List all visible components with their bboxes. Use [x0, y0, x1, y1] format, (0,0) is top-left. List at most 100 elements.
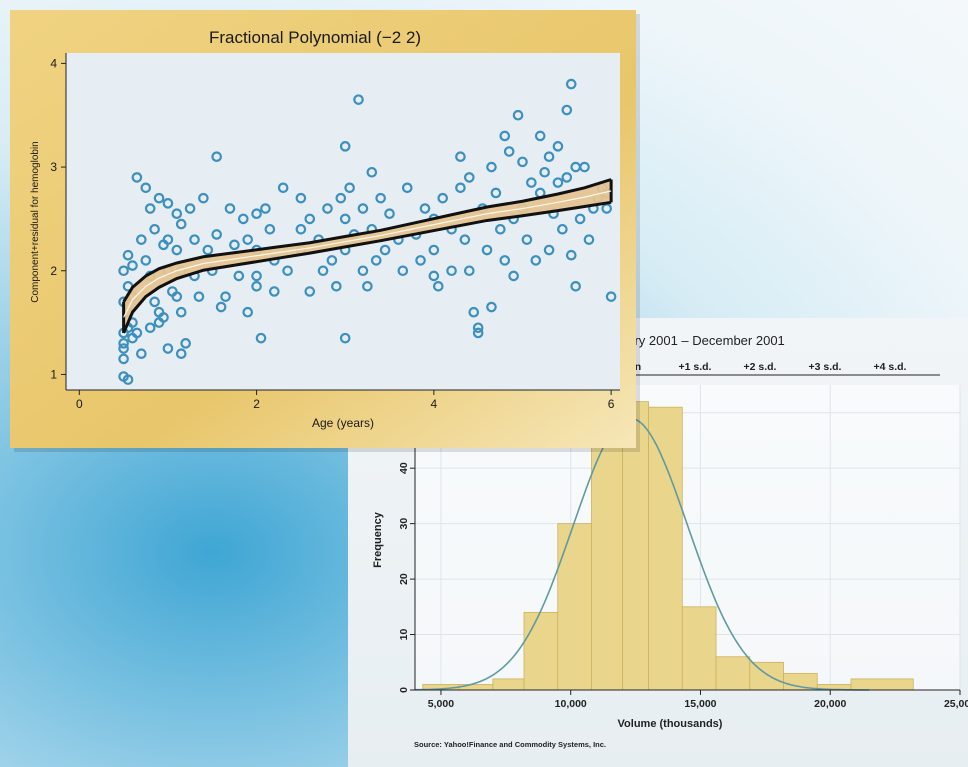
- scatter-point: [122, 249, 134, 261]
- scatter-point: [565, 78, 577, 90]
- scatter-point: [317, 265, 329, 277]
- scatter-point: [118, 343, 129, 354]
- scatter-point: [428, 244, 440, 256]
- fit-confidence-band: [123, 179, 612, 333]
- scatter-y-tick-label: 3: [50, 160, 57, 174]
- scatter-point: [264, 223, 276, 235]
- scatter-point: [370, 255, 382, 266]
- histogram-bar: [681, 606, 717, 691]
- histogram-bars: [422, 401, 914, 691]
- histogram-y-tick-label: 40: [398, 462, 410, 474]
- histogram-title: uary 2001 – December 2001: [620, 333, 785, 348]
- histogram-x-tick-label: 15,000: [684, 698, 716, 710]
- scatter-y-label: Component+residual for hemoglobin: [30, 141, 41, 303]
- scatter-point: [530, 255, 542, 266]
- scatter-point: [552, 177, 564, 188]
- scatter-point: [127, 260, 138, 271]
- scatter-point: [486, 301, 497, 313]
- histogram-y-tick-label: 0: [398, 687, 410, 693]
- scatter-point: [260, 203, 271, 214]
- histogram-y-tick-label: 30: [398, 518, 410, 530]
- scatter-point: [579, 161, 590, 173]
- scatter-point: [379, 244, 391, 256]
- scatter-point: [175, 348, 187, 360]
- scatter-x-tick-label: 6: [608, 397, 615, 411]
- scatter-point: [486, 161, 497, 173]
- scatter-point: [339, 332, 351, 344]
- scatter-point: [215, 301, 227, 313]
- scatter-point: [251, 208, 262, 220]
- scatter-point: [202, 244, 214, 256]
- histogram-y-tick-label: 10: [398, 629, 410, 641]
- histogram-bar: [458, 684, 494, 691]
- scatter-point: [432, 281, 444, 292]
- histogram-x-tick-label: 5,000: [428, 698, 454, 710]
- scatter-point: [251, 281, 262, 292]
- histogram-source: Source: Yahoo!Finance and Commodity Syst…: [414, 740, 606, 749]
- scatter-point: [499, 255, 511, 266]
- scatter-point: [472, 322, 484, 334]
- scatter-point: [543, 244, 555, 256]
- scatter-point: [570, 281, 581, 292]
- scatter-point: [193, 291, 205, 302]
- scatter-point: [144, 322, 156, 334]
- histogram-y-label: Frequency: [372, 511, 384, 568]
- scatter-point: [490, 187, 502, 199]
- scatter-point: [149, 296, 160, 308]
- scatter-point: [211, 151, 222, 162]
- scatter-point: [295, 192, 307, 204]
- histogram-x-tick-label: 10,000: [555, 698, 587, 710]
- scatter-point: [211, 229, 222, 240]
- scatter-point: [401, 182, 413, 194]
- scatter-point: [605, 291, 617, 302]
- scatter-point: [335, 192, 347, 204]
- scatter-point: [122, 374, 134, 385]
- scatter-point: [326, 255, 338, 266]
- scatter-point: [397, 265, 409, 277]
- scatter-point: [534, 130, 546, 142]
- scatter-point: [180, 338, 191, 349]
- scatter-point: [353, 94, 364, 105]
- sd-label: +2 s.d.: [744, 361, 777, 373]
- scatter-point: [526, 177, 537, 188]
- scatter-point: [468, 306, 480, 318]
- scatter-point: [512, 109, 524, 121]
- scatter-point: [557, 223, 568, 235]
- scatter-point: [508, 270, 519, 282]
- scatter-point: [464, 265, 475, 277]
- scatter-point: [153, 192, 165, 204]
- scatter-point: [242, 306, 254, 318]
- scatter-point: [503, 146, 515, 157]
- scatter-point: [255, 332, 267, 344]
- sd-label: +3 s.d.: [809, 361, 842, 373]
- scatter-point: [357, 203, 369, 214]
- fit-curve: [122, 178, 613, 334]
- scatter-point: [455, 182, 466, 194]
- scatter-point: [118, 338, 129, 349]
- scatter-point: [331, 281, 342, 292]
- scatter-point: [481, 244, 493, 256]
- histogram-bar: [749, 661, 784, 691]
- scatter-point: [428, 270, 440, 282]
- scatter-point: [437, 192, 449, 204]
- scatter-chart: Fractional Polynomial (−2 2) 0 2 4 6 1 2 3 4 Ag…: [10, 10, 640, 452]
- fit-line: [123, 190, 612, 318]
- histogram-x-tick-label: 20,000: [814, 698, 846, 710]
- histogram-bar: [492, 678, 525, 691]
- scatter-point: [339, 141, 351, 152]
- scatter-point: [344, 182, 355, 194]
- histogram-bar: [648, 406, 683, 691]
- scatter-point: [552, 141, 564, 152]
- scatter-point: [171, 244, 183, 256]
- scatter-point: [304, 213, 316, 225]
- scatter-point: [304, 286, 316, 297]
- histogram-bar: [850, 678, 914, 691]
- scatter-point: [131, 172, 143, 183]
- scatter-point: [224, 203, 236, 214]
- scatter-x-label: Age (years): [312, 416, 374, 430]
- scatter-point: [149, 223, 160, 235]
- scatter-point: [295, 223, 307, 235]
- scatter-point: [574, 213, 586, 225]
- scatter-point: [561, 172, 573, 183]
- scatter-point: [375, 192, 386, 204]
